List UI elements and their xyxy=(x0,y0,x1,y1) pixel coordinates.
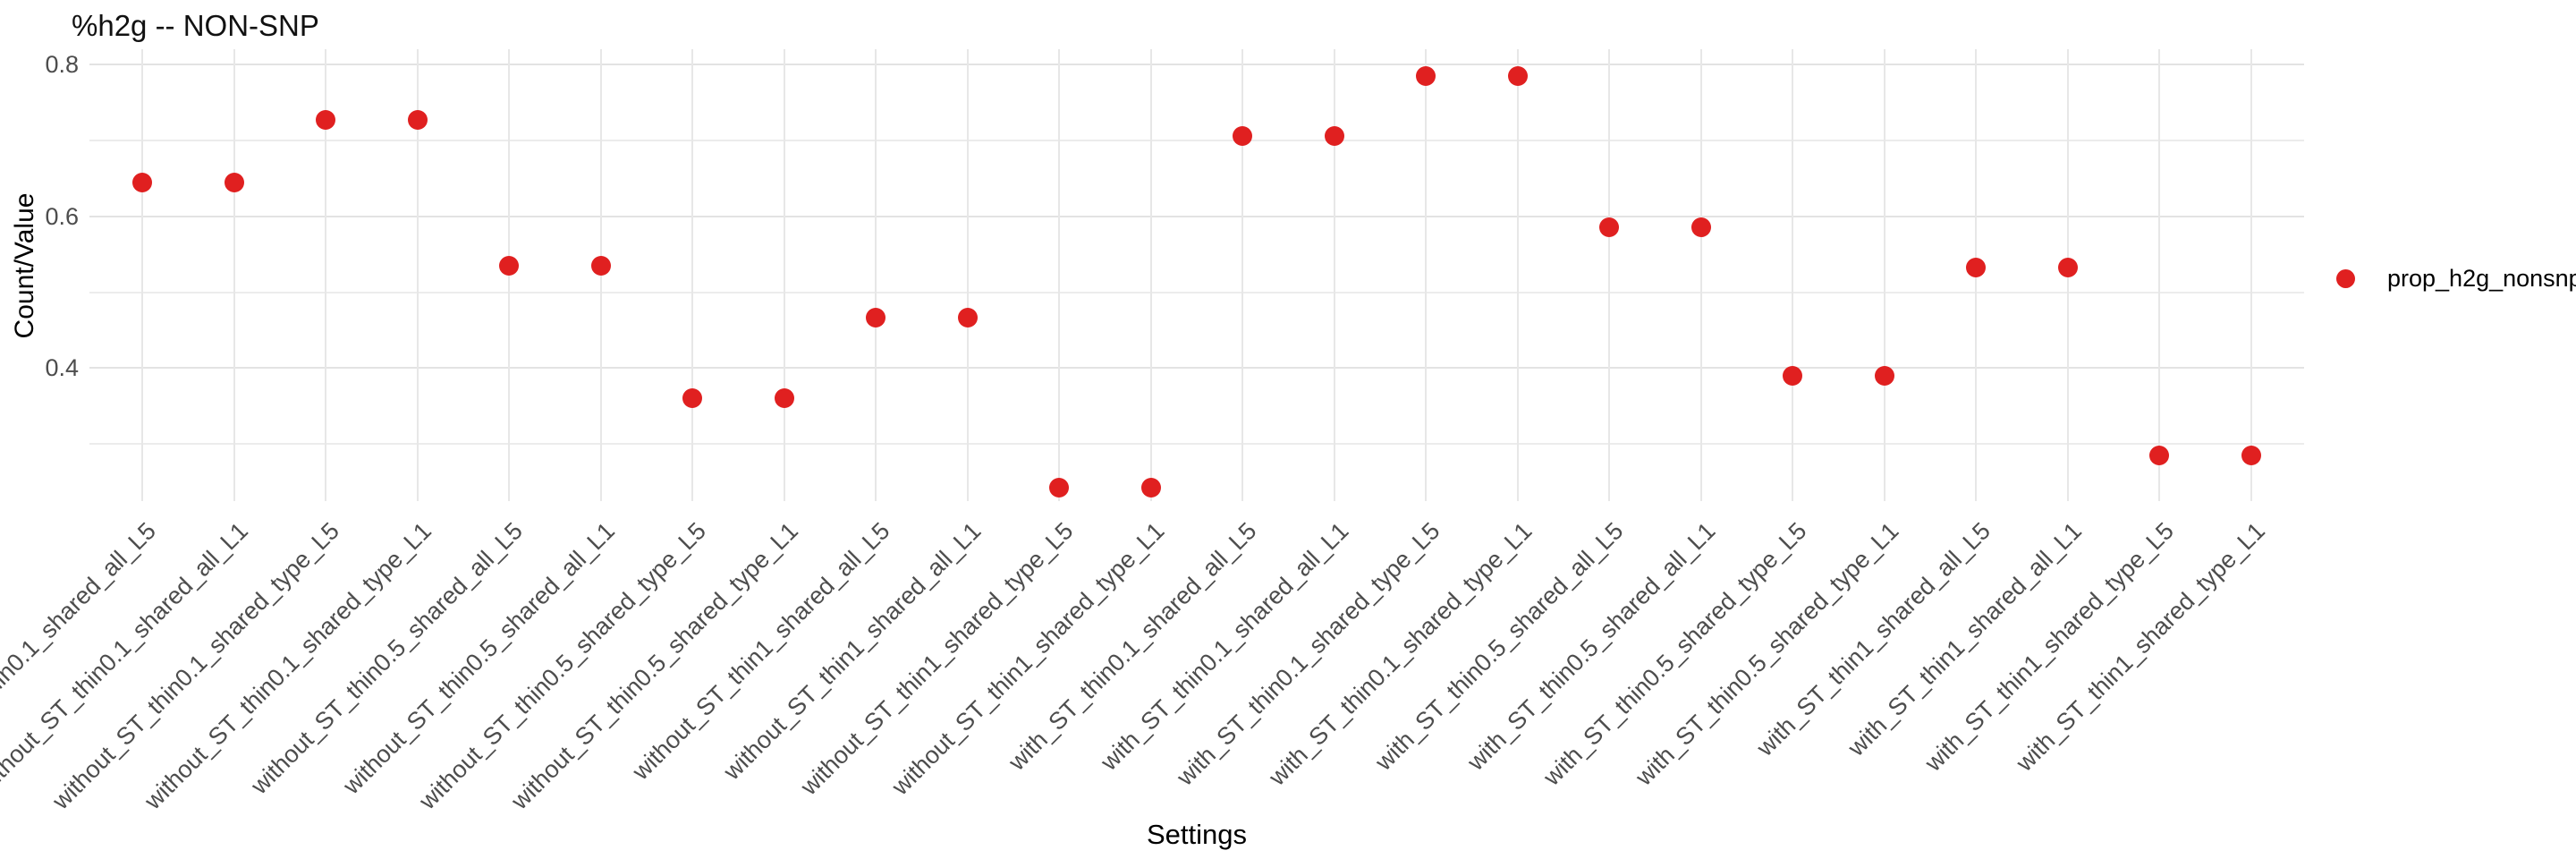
x-axis-title: Settings xyxy=(1146,819,1247,850)
gridline-horizontal-minor xyxy=(89,443,2304,446)
gridline-vertical xyxy=(966,49,969,501)
data-point xyxy=(1507,65,1528,86)
data-point xyxy=(866,308,886,328)
data-point xyxy=(1783,365,1803,386)
gridline-vertical xyxy=(325,49,327,501)
data-point xyxy=(499,255,520,276)
y-tick-label: 0.4 xyxy=(45,354,79,382)
gridline-vertical xyxy=(1058,49,1061,501)
gridline-horizontal-minor xyxy=(89,291,2304,293)
data-point xyxy=(1049,477,1070,498)
gridline-vertical xyxy=(2158,49,2161,501)
data-point xyxy=(590,255,611,276)
gridline-vertical xyxy=(875,49,877,501)
data-point xyxy=(1416,65,1436,86)
gridline-horizontal-minor xyxy=(89,139,2304,141)
data-point xyxy=(1140,477,1161,498)
gridline-horizontal-major xyxy=(89,367,2304,370)
data-point xyxy=(2149,446,2170,466)
chart-title: %h2g -- NON-SNP xyxy=(72,9,319,42)
legend-label: prop_h2g_nonsnp xyxy=(2387,265,2576,292)
gridline-vertical xyxy=(1792,49,1794,501)
data-point xyxy=(2241,446,2261,466)
gridline-vertical xyxy=(416,49,419,501)
data-point xyxy=(1599,217,1620,237)
gridline-horizontal-major xyxy=(89,63,2304,65)
gridline-vertical xyxy=(783,49,785,501)
gridline-horizontal-major xyxy=(89,215,2304,217)
gridline-vertical xyxy=(1883,49,1885,501)
gridline-vertical xyxy=(1149,49,1152,501)
data-point xyxy=(957,308,978,328)
legend-point-icon xyxy=(2336,269,2355,288)
gridline-vertical xyxy=(691,49,694,501)
data-point xyxy=(2057,257,2078,277)
y-tick-label: 0.6 xyxy=(45,202,79,230)
gridline-vertical xyxy=(233,49,235,501)
data-point xyxy=(316,109,336,130)
data-point xyxy=(407,109,428,130)
data-point xyxy=(1324,125,1344,146)
gridline-vertical xyxy=(1699,49,1702,501)
data-point xyxy=(1874,365,1894,386)
data-point xyxy=(1966,257,1987,277)
gridline-vertical xyxy=(1608,49,1611,501)
gridline-vertical xyxy=(1241,49,1244,501)
y-tick-label: 0.8 xyxy=(45,50,79,78)
y-axis-title: Count/Value xyxy=(10,192,39,339)
gridline-vertical xyxy=(1516,49,1519,501)
data-point xyxy=(1233,125,1253,146)
data-point xyxy=(682,388,703,409)
data-point xyxy=(1690,217,1711,237)
gridline-vertical xyxy=(2250,49,2252,501)
legend: prop_h2g_nonsnp xyxy=(2336,265,2576,293)
data-point xyxy=(774,388,794,409)
gridline-vertical xyxy=(1333,49,1335,501)
data-point xyxy=(132,172,152,192)
gridline-vertical xyxy=(1425,49,1428,501)
gridline-vertical xyxy=(141,49,143,501)
data-point xyxy=(224,172,244,192)
